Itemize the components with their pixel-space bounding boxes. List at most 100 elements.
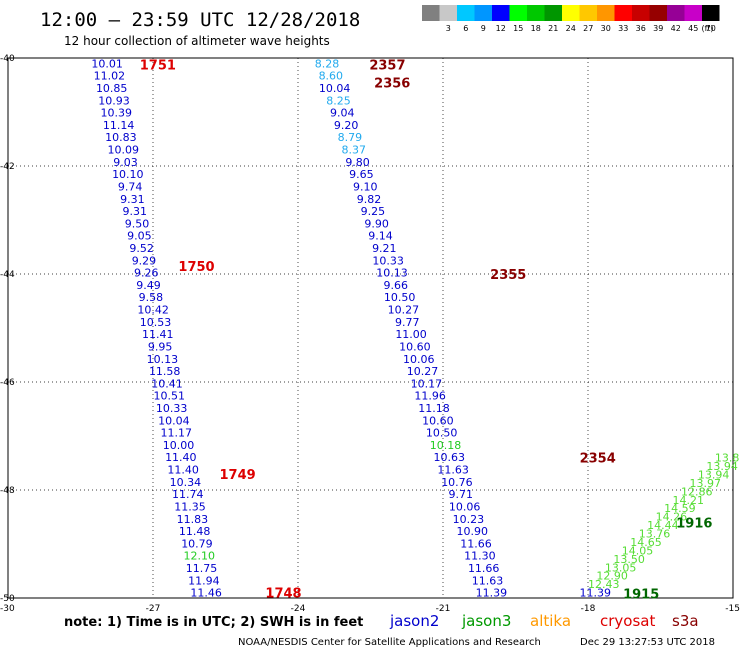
scale-label: 70 — [706, 24, 716, 33]
lon-tick-label: -15 — [725, 604, 740, 614]
wave-height-value: 12.10 — [184, 550, 216, 563]
wave-height-value: 9.71 — [449, 488, 474, 501]
wave-height-value: 10.34 — [170, 476, 202, 489]
scale-label: 39 — [653, 24, 663, 33]
wave-height-value: 11.40 — [165, 451, 197, 464]
wave-height-value: 8.60 — [319, 70, 344, 83]
wave-height-value: 9.26 — [134, 267, 159, 280]
track-3: 13.8313.9413.9413.9712.8614.2114.5914.26… — [580, 452, 740, 603]
wave-height-value: 10.85 — [96, 82, 128, 95]
lon-tick-label: -27 — [146, 604, 161, 614]
graticule — [7, 57, 734, 599]
track-2: 8.288.6010.048.259.049.208.798.379.809.6… — [315, 57, 616, 599]
wave-height-value: 8.37 — [342, 144, 367, 157]
scale-swatch — [632, 5, 650, 21]
scale-label: 24 — [566, 24, 576, 33]
wave-height-value: 11.41 — [142, 328, 174, 341]
wave-height-value: 11.39 — [580, 587, 612, 600]
wave-height-value: 10.23 — [453, 513, 485, 526]
scale-label: 36 — [636, 24, 646, 33]
wave-height-value: 11.18 — [418, 402, 450, 415]
wave-height-value: 11.94 — [188, 574, 220, 587]
time-marker: 2357 — [369, 58, 405, 73]
scale-swatch — [649, 5, 667, 21]
scale-swatch — [614, 5, 632, 21]
plot-frame — [7, 57, 734, 599]
wave-height-value: 10.00 — [163, 439, 195, 452]
lat-tick-label: -40 — [0, 54, 15, 64]
wave-height-value: 11.63 — [437, 464, 469, 477]
wave-height-value: 11.02 — [94, 70, 126, 83]
wave-height-value: 13.94 — [698, 468, 730, 481]
wave-height-value: 8.79 — [338, 131, 363, 144]
lat-tick-label: -50 — [0, 594, 15, 604]
time-marker: 1750 — [178, 260, 214, 275]
wave-height-value: 11.00 — [395, 328, 427, 341]
wave-height-value: 11.96 — [414, 390, 446, 403]
scale-swatch — [702, 5, 720, 21]
satellite-label-jason3: jason3 — [461, 612, 511, 630]
scale-swatch — [684, 5, 702, 21]
timestamp-text: Dec 29 13:27:53 UTC 2018 — [580, 637, 715, 648]
wave-height-value: 10.79 — [181, 537, 213, 550]
wave-height-value: 9.31 — [122, 205, 147, 218]
credit-text: NOAA/NESDIS Center for Satellite Applica… — [238, 637, 541, 648]
wave-height-value: 13.83 — [715, 452, 740, 465]
wave-height-value: 9.74 — [118, 180, 143, 193]
wave-height-value: 10.27 — [388, 304, 420, 317]
scale-swatch — [667, 5, 685, 21]
wave-height-value: 12.43 — [588, 578, 620, 591]
wave-height-value: 9.58 — [139, 291, 164, 304]
scale-swatch — [509, 5, 527, 21]
wave-height-value: 9.49 — [136, 279, 161, 292]
wave-height-value: 14.44 — [647, 519, 679, 532]
wave-height-value: 9.65 — [349, 168, 374, 181]
time-marker: 2354 — [580, 452, 616, 467]
wave-height-value: 10.13 — [376, 267, 408, 280]
wave-height-value: 10.93 — [98, 94, 130, 107]
wave-height-value: 11.35 — [174, 500, 206, 513]
wave-height-value: 10.50 — [384, 291, 416, 304]
satellite-label-jason2: jason2 — [389, 612, 439, 630]
wave-height-value: 9.29 — [132, 254, 157, 267]
note-text: note: 1) Time is in UTC; 2) SWH is in fe… — [64, 615, 363, 630]
wave-height-value: 9.90 — [364, 217, 389, 230]
wave-height-value: 10.83 — [105, 131, 137, 144]
wave-height-value: 9.66 — [384, 279, 409, 292]
wave-height-value: 11.74 — [172, 488, 204, 501]
wave-height-value: 9.05 — [127, 230, 152, 243]
lat-tick-label: -42 — [0, 162, 15, 172]
time-marker: 1749 — [219, 468, 255, 483]
wave-height-value: 10.60 — [422, 414, 454, 427]
scale-label: 3 — [446, 24, 451, 33]
wave-height-value: 9.52 — [129, 242, 154, 255]
lon-tick-label: -24 — [291, 604, 306, 614]
wave-height-value: 9.95 — [148, 340, 173, 353]
scale-label: 18 — [531, 24, 541, 33]
wave-height-value: 9.80 — [345, 156, 370, 169]
wave-height-value: 14.21 — [673, 494, 705, 507]
wave-height-value: 11.58 — [149, 365, 181, 378]
scale-swatch — [492, 5, 510, 21]
wave-height-value: 9.20 — [334, 119, 359, 132]
wave-height-value: 13.97 — [689, 477, 721, 490]
wave-height-value: 10.04 — [319, 82, 351, 95]
wave-height-value: 8.28 — [315, 57, 340, 70]
wave-height-value: 10.90 — [456, 525, 488, 538]
wave-height-value: 9.82 — [357, 193, 382, 206]
map-title: 12:00 – 23:59 UTC 12/28/2018 — [40, 9, 360, 31]
time-marker: 2355 — [490, 268, 526, 283]
scale-label: 42 — [671, 24, 681, 33]
scale-label: 15 — [513, 24, 523, 33]
axis-ticks: -40 -42 -44 -46 -48 -50-30 -27 -24 -21 -18 -15 — [0, 54, 740, 614]
wave-height-value: 11.46 — [190, 587, 222, 600]
wave-height-value: 11.17 — [160, 427, 192, 440]
wave-height-value: 13.50 — [613, 553, 645, 566]
scale-label: 27 — [583, 24, 593, 33]
scale-swatch — [579, 5, 597, 21]
wave-height-value: 8.25 — [326, 94, 351, 107]
satellite-legend: jason2 jason3 altika cryosat s3a — [389, 612, 699, 630]
satellite-label-altika: altika — [530, 612, 571, 630]
lat-tick-label: -46 — [0, 378, 15, 388]
